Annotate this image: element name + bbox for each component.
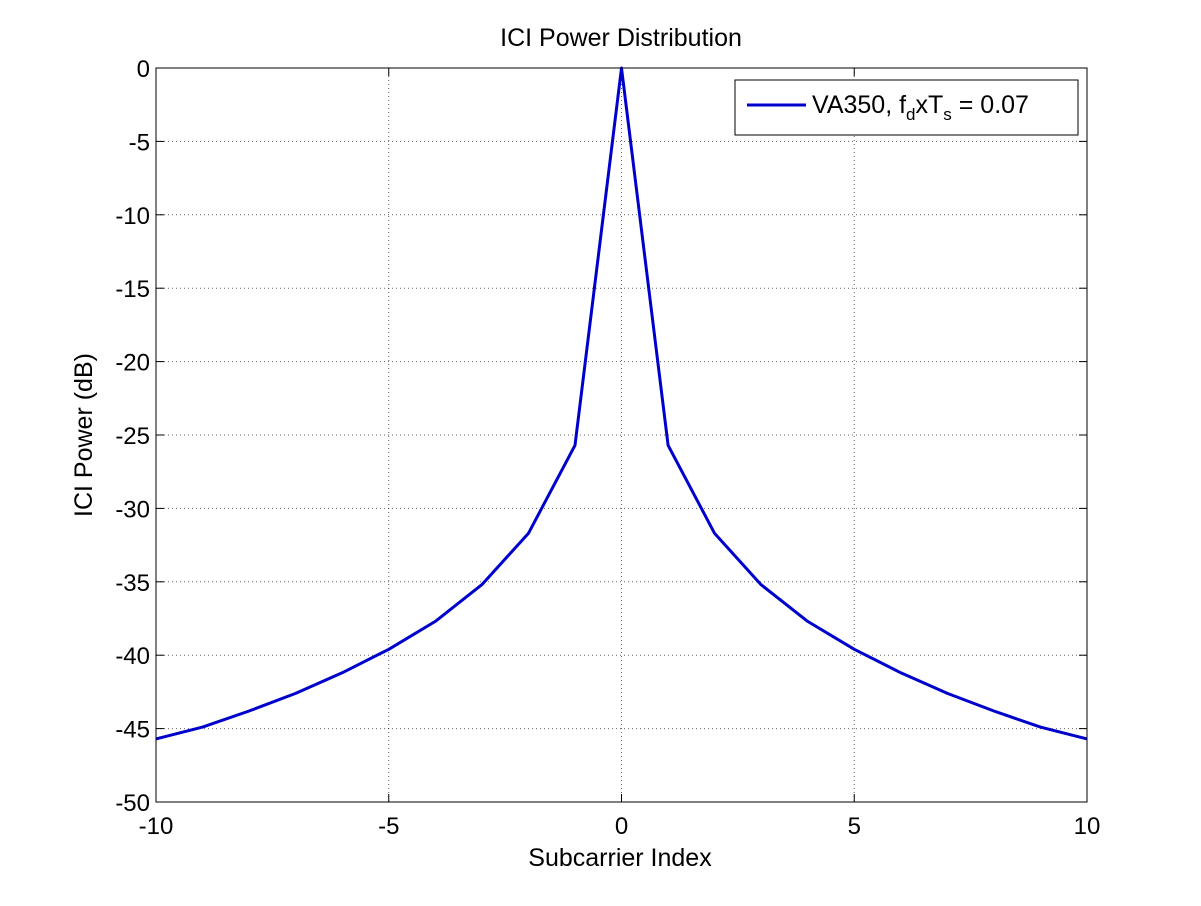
x-tick-label: 0 (615, 813, 628, 840)
x-tick-label: -5 (378, 813, 399, 840)
y-tick-label: -5 (129, 129, 150, 156)
legend-label: VA350, fdxTs = 0.07 (812, 91, 1029, 124)
y-tick-label: -15 (115, 276, 150, 303)
y-tick-label: -35 (115, 570, 150, 597)
legend-box (734, 79, 1079, 136)
x-tick-label: 5 (848, 813, 861, 840)
y-axis-title: ICI Power (dB) (70, 353, 98, 517)
plot-frame (155, 67, 1088, 803)
tick-labels: -10 -5 0 5 100-5-10-15-20-25-30-35-40-45-50 (115, 56, 1100, 840)
y-tick-label: -30 (115, 496, 150, 523)
y-tick-label: -40 (115, 643, 150, 670)
x-tick-label: 10 (1074, 813, 1101, 840)
y-tick-label: -45 (115, 717, 150, 744)
legend: VA350, fdxTs = 0.07 (734, 79, 1079, 136)
y-tick-label: -50 (115, 790, 150, 817)
x-axis-title: Subcarrier Index (528, 844, 712, 872)
y-tick-label: -10 (115, 203, 150, 230)
y-tick-label: 0 (137, 56, 150, 83)
y-tick-label: -25 (115, 423, 150, 450)
y-tick-label: -20 (115, 350, 150, 377)
chart-title: ICI Power Distribution (500, 24, 742, 52)
x-tick-label: -10 (139, 813, 174, 840)
